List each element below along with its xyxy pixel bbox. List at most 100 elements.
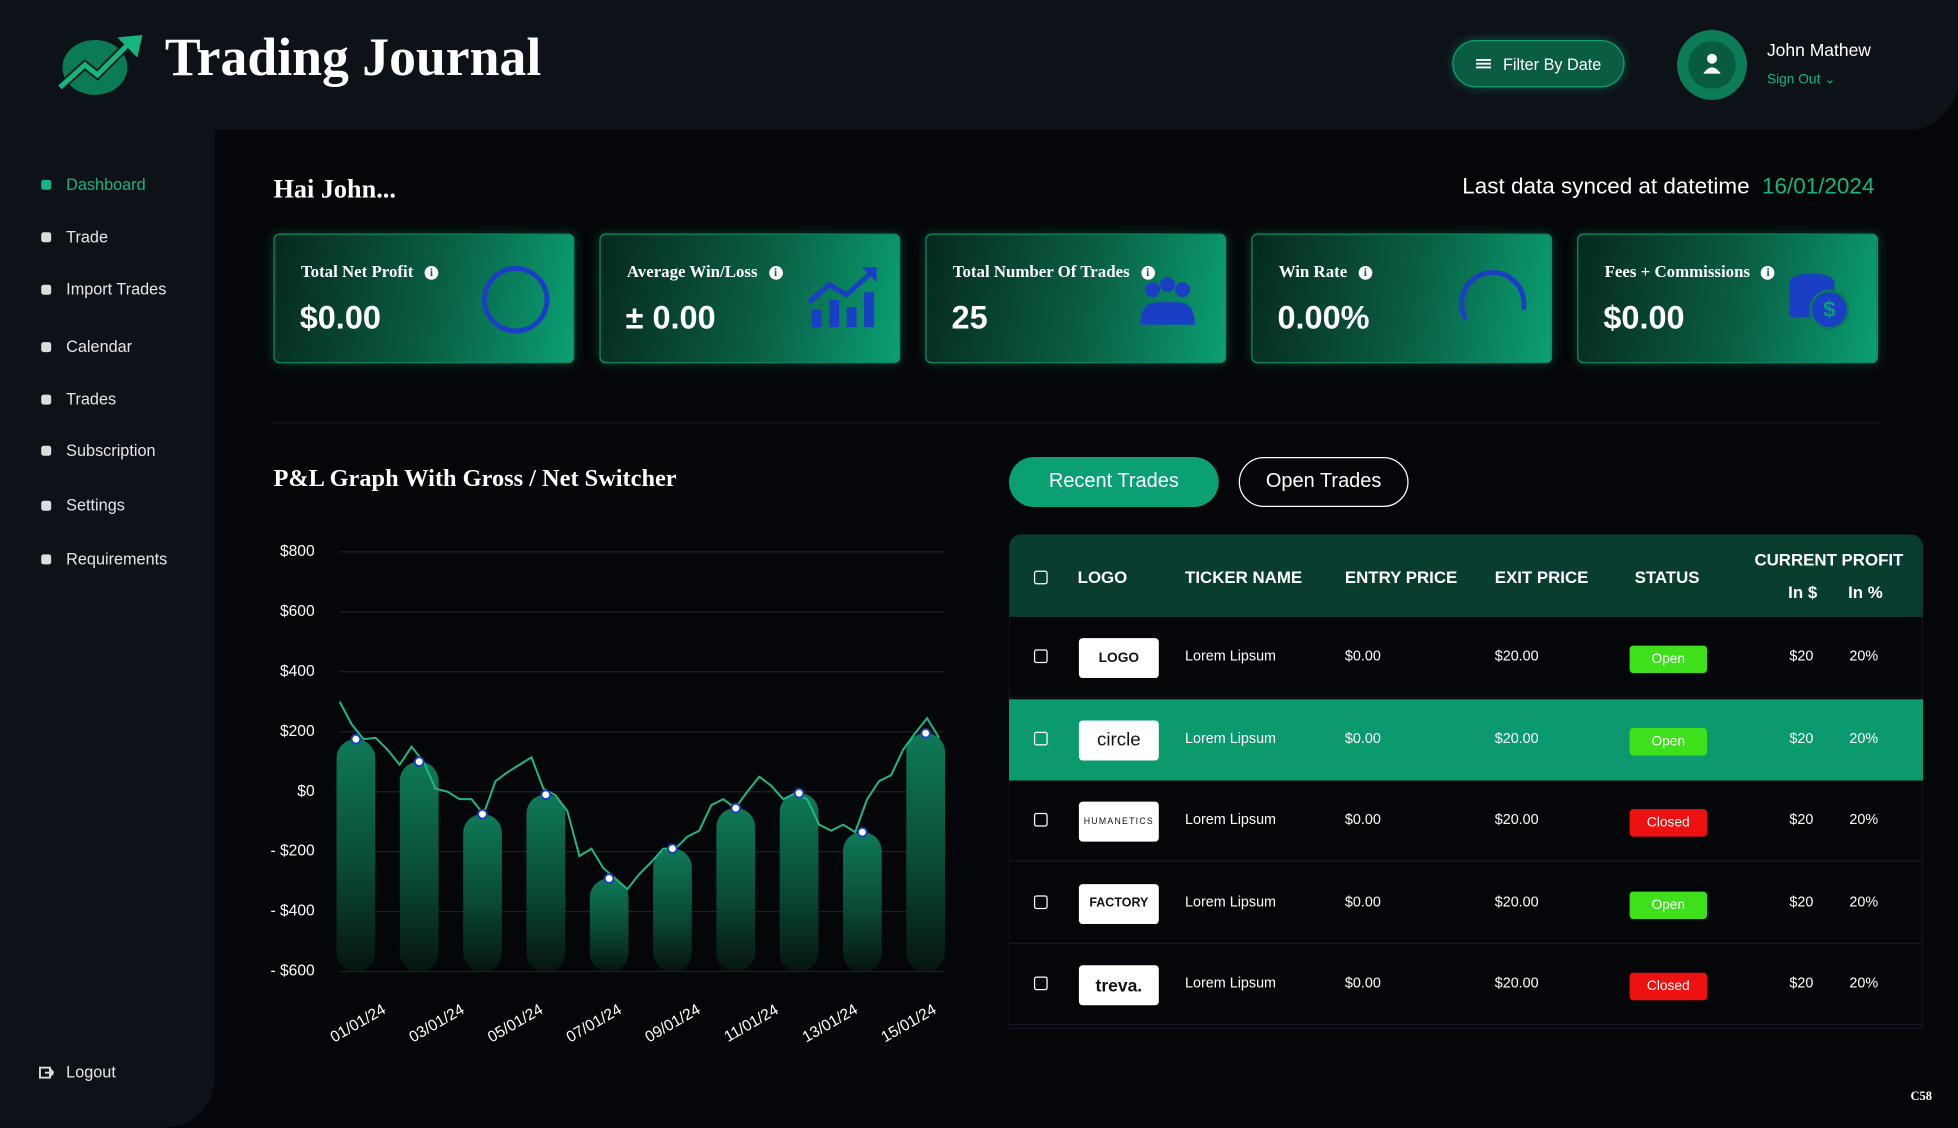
checkbox[interactable] <box>1033 649 1048 664</box>
ticker-logo: treva. <box>1078 965 1159 1006</box>
tab-open[interactable]: Open Trades <box>1238 457 1409 507</box>
table-cell: $0.00 <box>1344 649 1381 665</box>
sidebar-label: Requirements <box>66 549 168 569</box>
filter-label: Filter By Date <box>1502 54 1602 74</box>
status-badge: Closed <box>1629 973 1708 1001</box>
divider <box>273 422 1880 424</box>
sidebar <box>0 129 215 1128</box>
table-cell: $20.00 <box>1494 731 1539 747</box>
ticker-logo: LOGO <box>1078 638 1159 679</box>
icon-shape <box>41 231 52 242</box>
info-icon: i <box>424 265 439 280</box>
growth-head <box>861 267 877 283</box>
sidebar-item[interactable]: Import Trades <box>39 280 166 298</box>
checkbox[interactable] <box>1033 895 1048 909</box>
bar-dot <box>350 733 362 745</box>
bar-dot <box>603 873 615 884</box>
sidebar-label: Dashboard <box>66 174 146 194</box>
checkbox[interactable] <box>1033 976 1048 991</box>
stat-card: Total Net Profit i $0.00 <box>273 233 575 364</box>
tab-recent[interactable]: Recent Trades <box>1008 457 1219 507</box>
people-head <box>1175 282 1191 298</box>
sidebar-label: Trade <box>66 227 108 246</box>
table-cell: $0.00 <box>1344 731 1381 747</box>
sidebar-item[interactable]: Trades <box>39 389 117 409</box>
sync-label: Last data synced at datetime <box>1462 173 1750 199</box>
sidebar-item[interactable]: Settings <box>39 495 125 515</box>
sidebar-label: Settings <box>66 495 125 515</box>
logout-icon <box>39 1066 54 1078</box>
column-header: EXIT PRICE <box>1494 568 1589 587</box>
table-cell: $20 <box>1789 895 1814 911</box>
card-title-text: Win Rate <box>1278 262 1348 281</box>
stat-card: Total Number Of Trades i 25 <box>925 233 1227 364</box>
table-cell: $20 <box>1789 649 1814 665</box>
card-icon <box>482 265 550 334</box>
card-icon <box>1140 277 1196 325</box>
x-tick-label: 07/01/24 <box>564 1001 625 1046</box>
table-cell: $0.00 <box>1344 976 1381 992</box>
stat-card: Average Win/Loss i ± 0.00 <box>599 233 901 364</box>
y-tick-label: - $400 <box>270 903 315 920</box>
card-title: Total Net Profit i <box>301 262 439 282</box>
x-tick-label: 09/01/24 <box>642 1001 703 1046</box>
checkbox[interactable] <box>1033 813 1048 827</box>
y-tick-label: $400 <box>280 663 315 680</box>
checkbox[interactable] <box>1033 570 1048 585</box>
table-cell: $0.00 <box>1344 813 1381 829</box>
ticker-logo: HUMANETICS <box>1078 801 1159 842</box>
sidebar-label: Trades <box>66 389 117 409</box>
sidebar-item[interactable]: Requirements <box>39 549 168 569</box>
column-header: LOGO <box>1077 568 1128 587</box>
bar <box>336 739 376 972</box>
table-row <box>1008 863 1924 944</box>
table-cell: 20% <box>1849 976 1879 992</box>
column-header: CURRENT PROFIT <box>1754 550 1904 570</box>
bar-dot <box>920 727 931 739</box>
x-tick-label: 05/01/24 <box>485 1001 546 1046</box>
sidebar-icon <box>41 393 52 404</box>
sidebar-item[interactable]: Dashboard <box>39 175 146 194</box>
filter-button[interactable]: Filter By Date <box>1452 39 1625 88</box>
bar <box>526 794 566 972</box>
table-cell: $20.00 <box>1494 813 1539 829</box>
card-icon: $ <box>1789 273 1850 330</box>
app-title: Trading Journal <box>164 28 542 88</box>
header <box>0 0 1958 130</box>
table-header <box>1008 534 1924 617</box>
card-value: $0.00 <box>299 298 381 336</box>
bar-dot <box>857 826 868 838</box>
y-tick-label: - $600 <box>270 963 315 980</box>
status-badge: Open <box>1629 891 1708 919</box>
stat-card: Win Rate i 0.00% <box>1251 233 1553 364</box>
sign-out-label: Sign Out <box>1766 72 1821 88</box>
checkbox[interactable] <box>1033 731 1048 745</box>
avatar[interactable] <box>1675 27 1750 102</box>
sidebar-item[interactable]: Trade <box>39 227 108 246</box>
sidebar-icon <box>41 341 52 352</box>
sidebar-icon <box>41 179 52 190</box>
card-value: 0.00% <box>1277 298 1370 336</box>
y-tick-label: $600 <box>280 603 315 620</box>
sign-out[interactable]: Sign Out ⌄ <box>1766 72 1836 88</box>
table-cell: Lorem Lipsum <box>1185 976 1277 992</box>
table-cell: $20 <box>1789 976 1814 992</box>
bar <box>906 733 946 972</box>
info-icon: i <box>768 265 783 280</box>
card-title: Fees + Commissions i <box>1605 262 1775 282</box>
icon-shape <box>41 179 52 190</box>
stat-card: Fees + Commissions i $0.00 $ <box>1577 233 1879 364</box>
bar <box>716 808 756 972</box>
logout[interactable]: Logout <box>39 1063 116 1081</box>
people-body <box>1140 302 1196 325</box>
status-badge: Open <box>1629 727 1708 755</box>
people-head <box>1145 282 1161 298</box>
sidebar-item[interactable]: Calendar <box>39 337 132 356</box>
table-cell: Lorem Lipsum <box>1185 731 1277 747</box>
table-cell: 20% <box>1849 731 1879 747</box>
ticker-logo: FACTORY <box>1078 883 1159 924</box>
info-icon: i <box>1358 265 1373 280</box>
table-cell: $20.00 <box>1494 976 1539 992</box>
sidebar-item[interactable]: Subscription <box>39 441 156 460</box>
growth-icon <box>811 292 875 328</box>
